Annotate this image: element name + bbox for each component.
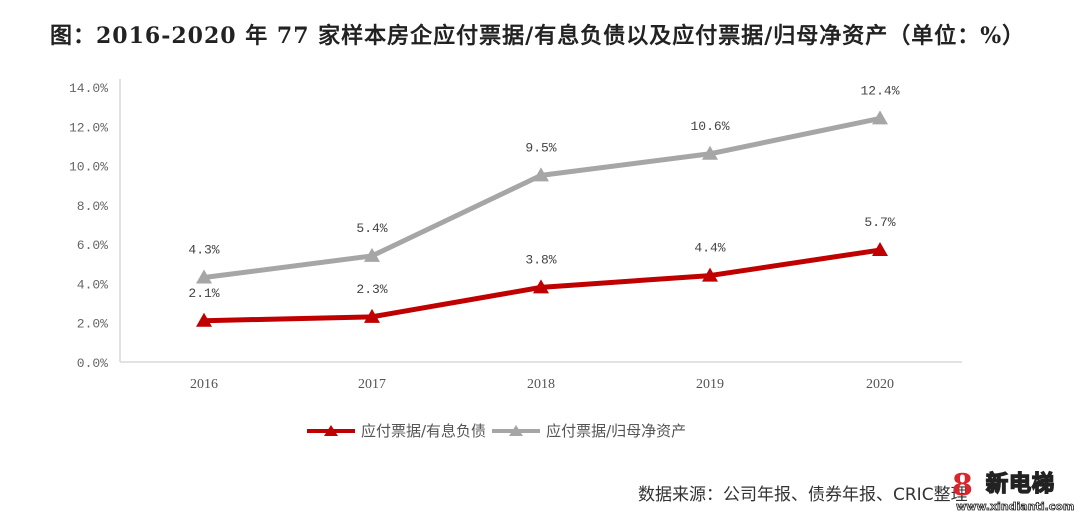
y-tick-label: 10.0%	[69, 160, 108, 175]
y-tick-label: 8.0%	[77, 199, 108, 214]
data-label: 12.4%	[860, 83, 899, 98]
watermark-brand: 新电梯	[985, 471, 1056, 498]
triangle-marker-icon	[196, 312, 212, 327]
legend: 应付票据/有息负债 应付票据/归母净资产	[305, 420, 690, 441]
data-label: 4.3%	[188, 243, 219, 258]
triangle-marker-icon	[702, 267, 718, 282]
triangle-marker-icon	[872, 110, 888, 125]
data-source-note: 数据来源：公司年报、债券年报、CRIC整理	[638, 485, 968, 505]
y-axis: 0.0% 2.0% 4.0% 6.0% 8.0% 10.0% 12.0% 14.0%	[69, 79, 121, 371]
triangle-marker-icon	[872, 242, 888, 257]
x-axis: 2016 2017 2018 2019 2020	[120, 361, 962, 392]
data-labels: 2.1% 2.3% 3.8% 4.4% 5.7% 4.3% 5.4% 9.5% 10.6% 12.…	[188, 83, 899, 300]
y-tick-label: 12.0%	[69, 120, 108, 135]
triangle-marker-icon	[702, 145, 718, 160]
y-tick-label: 2.0%	[77, 317, 108, 332]
triangle-marker-icon	[533, 167, 549, 182]
data-label: 2.3%	[356, 282, 387, 297]
legend-item-series1: 应付票据/有息负债	[305, 420, 486, 441]
chart-title: 图：2016-2020 年 77 家样本房企应付票据/有息负债以及应付票据/归母…	[50, 23, 1026, 49]
x-tick-label: 2020	[866, 377, 894, 392]
y-tick-label: 0.0%	[77, 356, 108, 371]
x-tick-label: 2017	[358, 377, 386, 392]
triangle-marker-icon	[364, 308, 380, 323]
y-tick-label: 6.0%	[77, 238, 108, 253]
data-label: 3.8%	[525, 252, 556, 267]
legend-series2-marker-icon	[492, 424, 541, 436]
legend-label-series2: 应付票据/归母净资产	[546, 422, 687, 440]
data-label: 4.4%	[694, 241, 725, 256]
legend-item-series2: 应付票据/归母净资产	[490, 420, 686, 441]
watermark-url: www.xindianti.com	[956, 500, 1075, 514]
triangle-marker-icon	[196, 269, 212, 284]
data-label: 5.4%	[356, 221, 387, 236]
x-tick-label: 2019	[696, 377, 724, 392]
watermark: 8 新电梯 www.xindianti.com	[950, 462, 1080, 520]
x-tick-label: 2018	[527, 377, 555, 392]
watermark-logo-icon: 8	[952, 468, 973, 503]
y-tick-label: 4.0%	[77, 277, 108, 292]
series-lines	[196, 110, 888, 327]
data-label: 5.7%	[864, 215, 895, 230]
triangle-marker-icon	[364, 247, 380, 262]
y-tick-label: 14.0%	[69, 81, 108, 96]
data-label: 2.1%	[188, 286, 219, 301]
x-tick-label: 2016	[190, 377, 218, 392]
data-label: 10.6%	[690, 119, 729, 134]
legend-label-series1: 应付票据/有息负债	[361, 422, 487, 440]
data-label: 9.5%	[525, 140, 556, 155]
legend-series1-marker-icon	[307, 424, 355, 436]
triangle-marker-icon	[533, 279, 549, 294]
